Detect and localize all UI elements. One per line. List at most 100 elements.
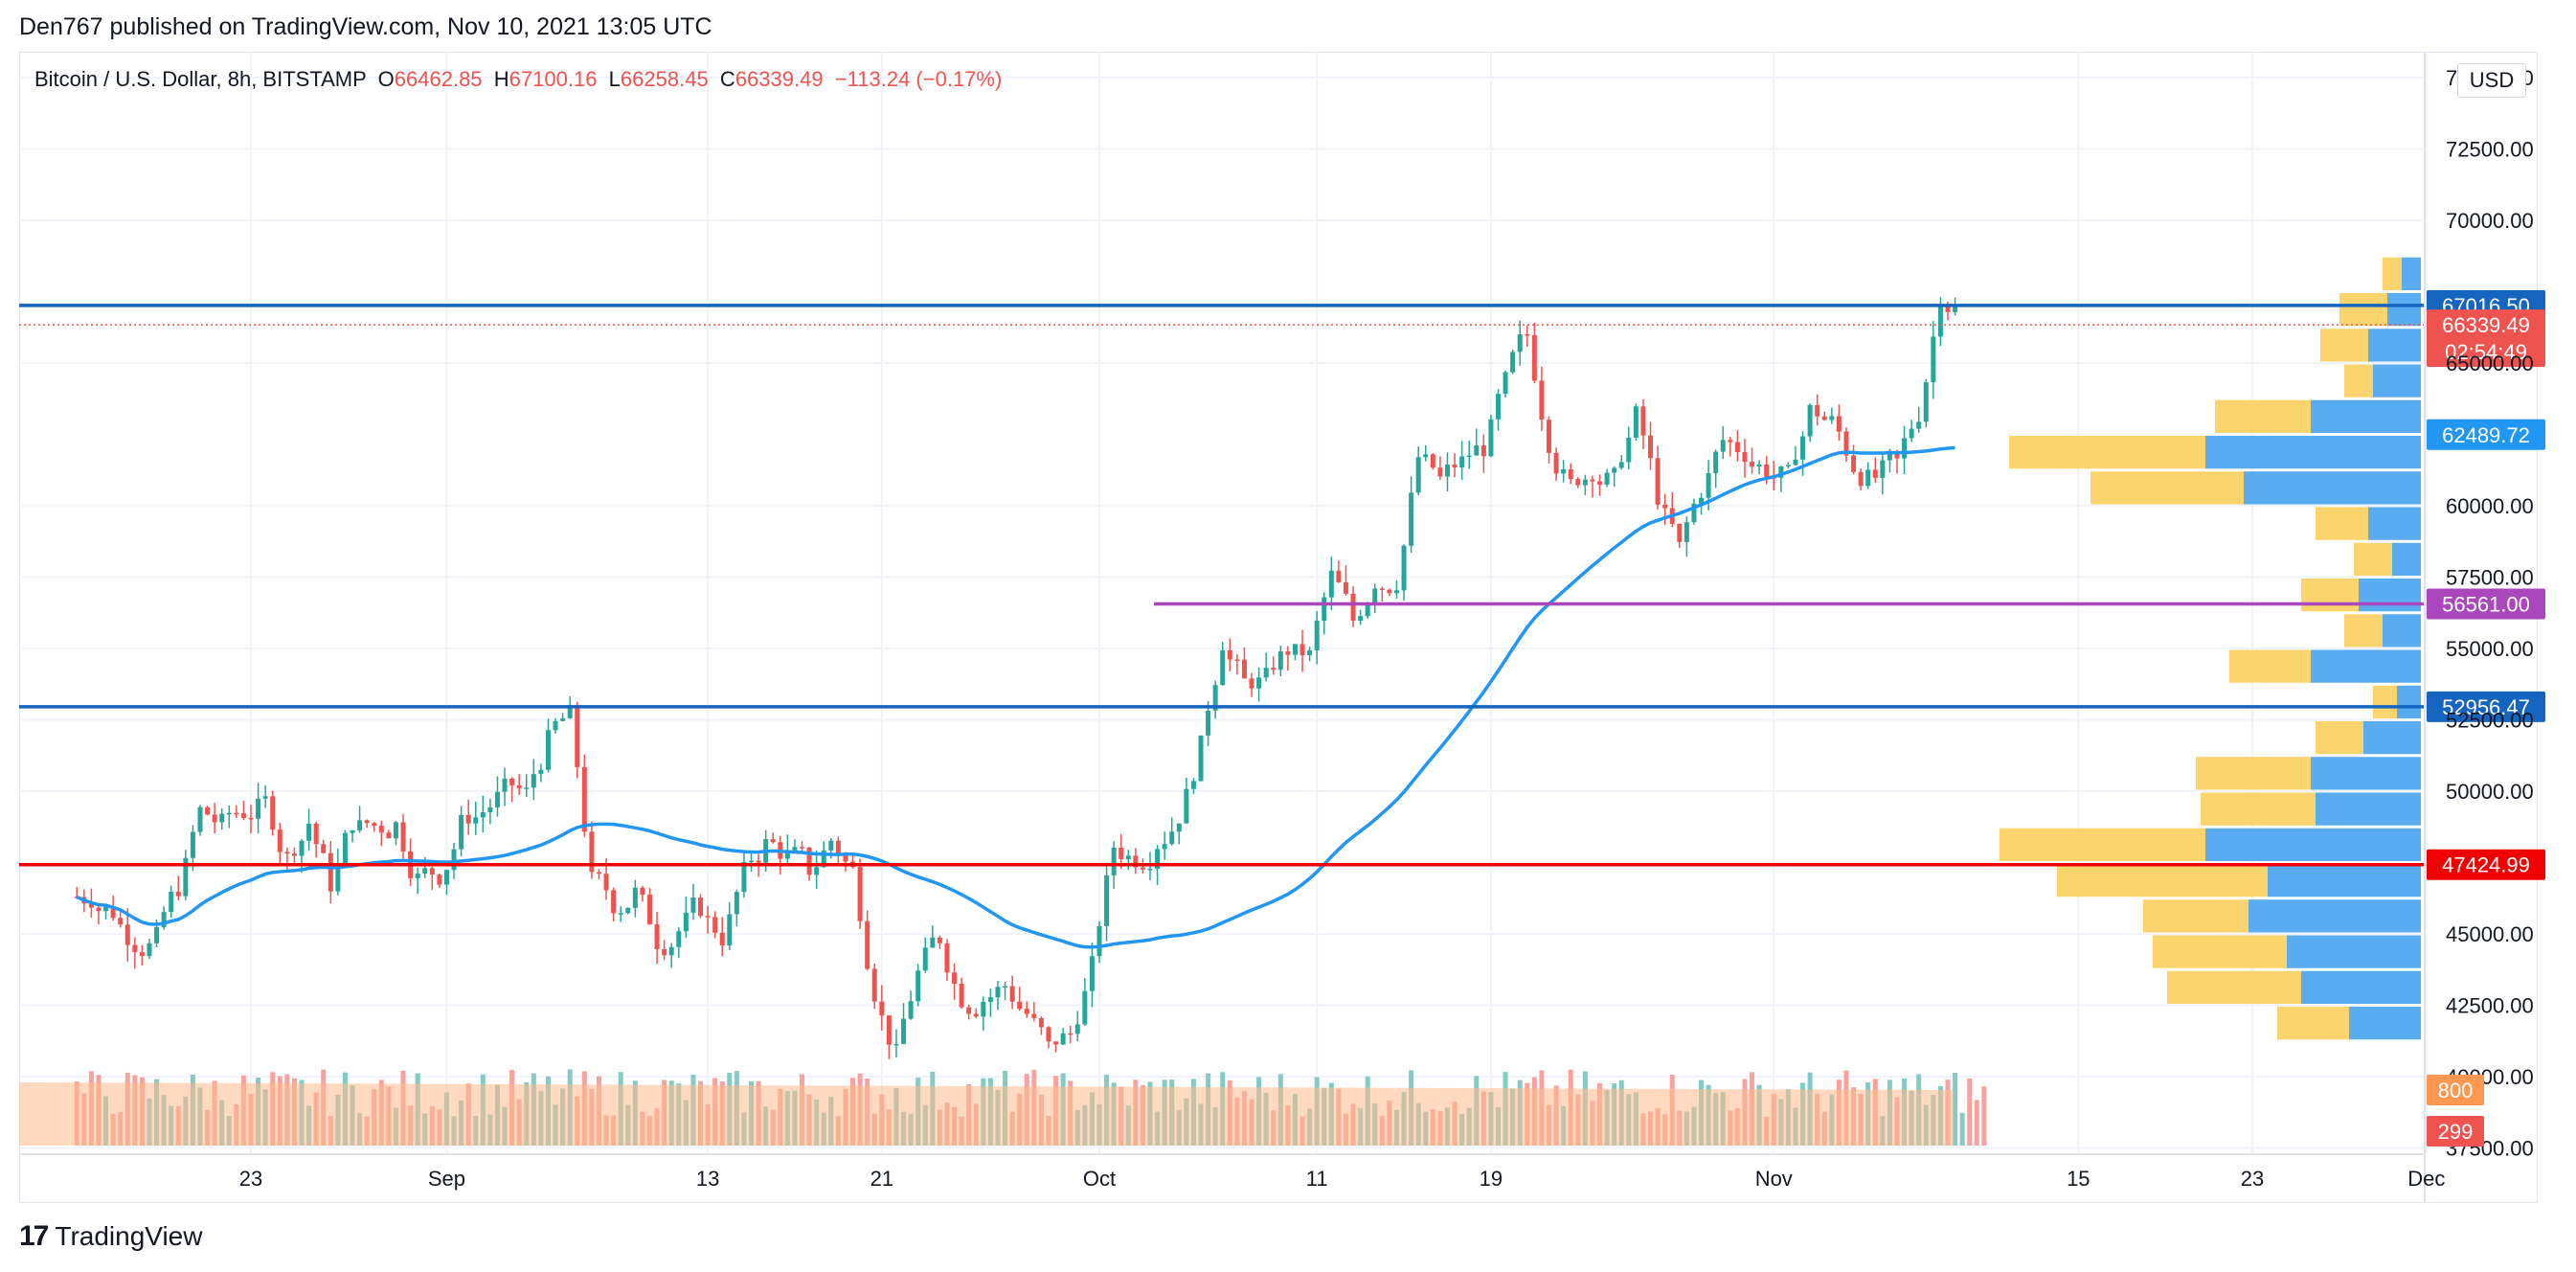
candle-body [270, 796, 276, 830]
candle-body [1561, 469, 1567, 474]
volume-profile-down-bar [2339, 292, 2387, 327]
chart-frame[interactable] [19, 52, 2538, 1203]
candle-body [1372, 588, 1378, 605]
candle-body [690, 897, 696, 913]
candle-body [226, 812, 232, 815]
candle-body [1162, 844, 1167, 850]
volume-profile-up-bar [2402, 257, 2421, 291]
candle-body [973, 1013, 979, 1017]
candle-body [770, 839, 776, 843]
candle-body [1212, 685, 1218, 711]
volume-profile-down-bar [2301, 578, 2359, 612]
candle-body [1728, 440, 1733, 443]
candle-body [328, 852, 333, 892]
volume-profile-up-bar [2311, 649, 2421, 683]
candle-body [1096, 925, 1102, 957]
price-axis-label: 65000.00 [2446, 352, 2534, 375]
candle-body [437, 874, 442, 885]
candle-body [103, 906, 109, 912]
candle-body [821, 850, 826, 868]
volume-profile-up-bar [2373, 364, 2421, 398]
candle-body [248, 817, 254, 820]
candle-body [197, 806, 203, 832]
candle-body [937, 937, 942, 943]
volume-profile-down-bar [2229, 649, 2311, 683]
candle-body [1459, 456, 1465, 468]
price-level-tag-text: 47424.99 [2442, 853, 2530, 877]
candle-body [1256, 677, 1262, 689]
volume-profile-down-bar [2009, 435, 2205, 469]
candle-body [581, 766, 587, 832]
candle-body [1003, 986, 1008, 988]
volume-profile-down-bar [2000, 828, 2205, 862]
candle-body [494, 791, 500, 807]
candle-body [1764, 464, 1770, 478]
candle-body [1322, 597, 1327, 622]
candle-body [676, 931, 682, 947]
moving-average-line [76, 445, 1955, 949]
candle-body [372, 823, 377, 827]
candle-body [1285, 651, 1291, 655]
price-level-tag [2427, 588, 2545, 620]
candle-body [480, 811, 486, 818]
volume-profile-up-bar [2368, 507, 2421, 540]
candle-body [1662, 504, 1668, 509]
volume-profile-up-bar [2392, 542, 2421, 577]
candle-body [1307, 649, 1313, 656]
close-label: C [719, 67, 735, 91]
candle-body [1046, 1027, 1051, 1042]
candle-body [1365, 604, 1370, 617]
candle-body [1894, 450, 1900, 459]
candle-body [240, 813, 246, 818]
volume-profile-down-bar [2277, 1006, 2349, 1040]
currency-button[interactable]: USD [2457, 63, 2526, 98]
ma-value-tag [2427, 419, 2545, 450]
candle-body [1343, 581, 1348, 594]
candle-body [1902, 438, 1908, 459]
candle-body [1038, 1017, 1044, 1028]
volume-profile-up-bar [2368, 329, 2421, 362]
time-axis-label: 21 [870, 1167, 893, 1191]
candle-body [1793, 459, 1798, 466]
candle-body [364, 820, 370, 824]
high-value: 67100.16 [508, 67, 598, 91]
volume-profile-down-bar [2143, 899, 2248, 933]
tradingview-logo[interactable]: 17 TradingView [19, 1220, 202, 1253]
candle-body [879, 1001, 885, 1016]
volume-profile-down-bar [2201, 792, 2316, 826]
candle-body [451, 849, 457, 871]
candle-body [1618, 462, 1624, 468]
volume-profile-down-bar [2373, 685, 2397, 719]
candle-body [806, 847, 812, 875]
candle-body [1880, 460, 1886, 478]
candle-body [1104, 874, 1110, 926]
candle-body [1263, 668, 1269, 678]
candle-body [1800, 436, 1806, 460]
candle-body [1706, 473, 1711, 498]
candle-body [190, 831, 195, 858]
volume-profile-up-bar [2301, 970, 2421, 1005]
candle-body [154, 926, 160, 943]
price-axis-label: 55000.00 [2446, 637, 2534, 661]
candle-body [1147, 869, 1153, 871]
candle-body [589, 831, 595, 873]
candle-body [1945, 304, 1951, 312]
price-axis-label: 45000.00 [2446, 922, 2534, 946]
candle-body [603, 874, 609, 891]
price-axis-label: 60000.00 [2446, 494, 2534, 518]
candle-body [205, 806, 211, 815]
candle-body [1931, 336, 1936, 383]
candle-body [908, 1001, 914, 1019]
candle-body [1393, 590, 1399, 594]
candle-body [277, 829, 282, 852]
candle-body [1683, 522, 1689, 542]
candle-body [1756, 464, 1762, 467]
candle-body [219, 813, 225, 823]
last-price-tag-text: 66339.49 [2442, 313, 2530, 337]
candle-body [734, 892, 739, 915]
candle-body [1750, 462, 1755, 467]
tradingview-brand: TradingView [55, 1221, 203, 1251]
candle-body [1597, 481, 1603, 485]
candle-body [1190, 781, 1196, 789]
